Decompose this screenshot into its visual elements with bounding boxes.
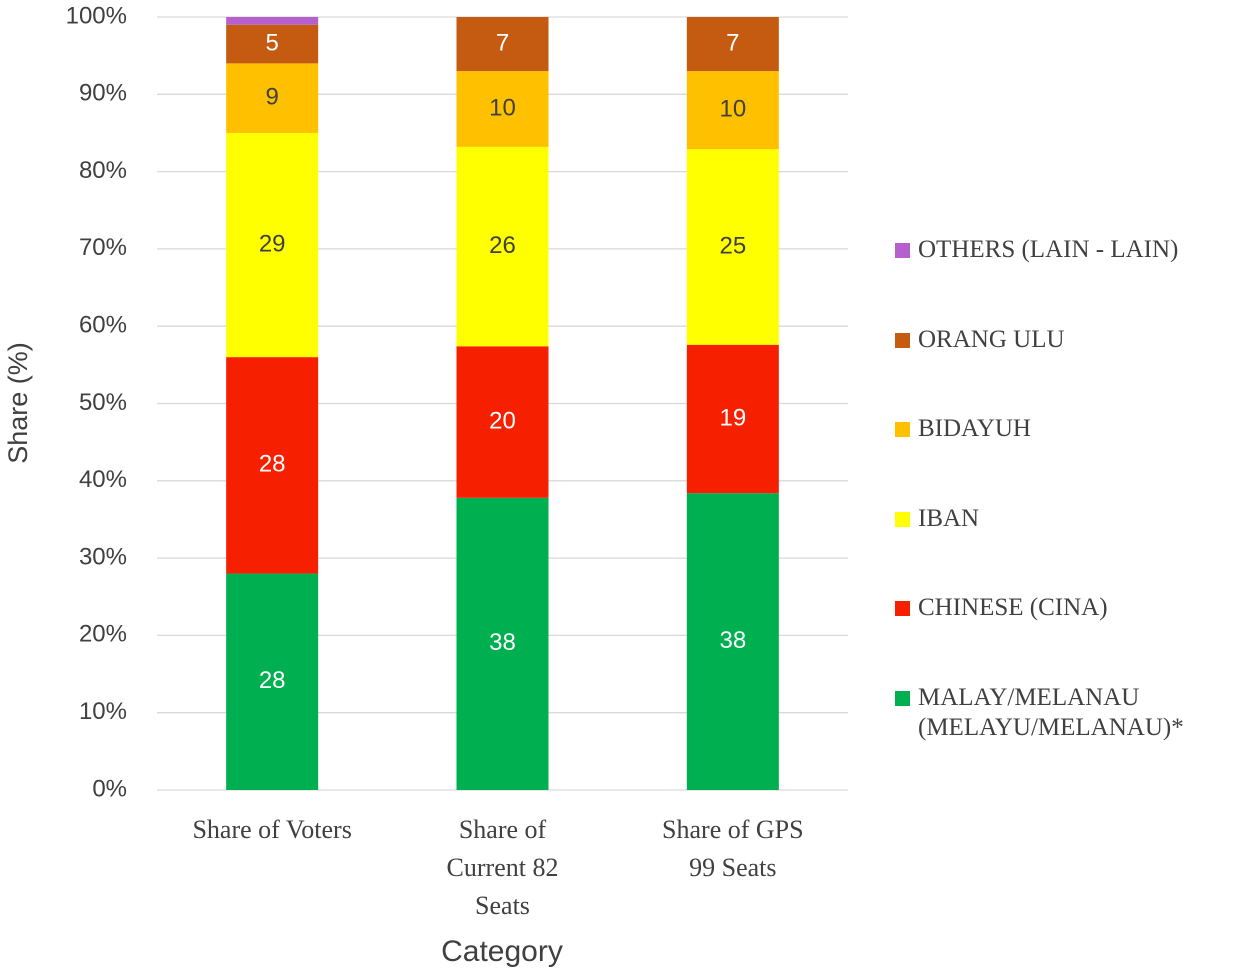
- y-tick-label: 0%: [92, 775, 127, 802]
- data-label: 29: [259, 230, 286, 257]
- x-tick-label: Share of Current 82 Seats: [446, 815, 559, 920]
- bar-segment: [456, 497, 549, 790]
- bar-segment: [226, 573, 319, 790]
- y-tick-label: 70%: [79, 234, 127, 261]
- bar-segment: [686, 149, 779, 345]
- bar-segment: [456, 346, 549, 498]
- legend-swatch: [895, 601, 910, 617]
- data-label: 28: [259, 451, 286, 478]
- bar-segment: [686, 17, 779, 72]
- bar-segment: [456, 71, 549, 147]
- data-label: 28: [259, 667, 286, 694]
- data-label: 25: [719, 232, 746, 259]
- y-tick-label: 90%: [79, 80, 127, 107]
- data-label: 9: [265, 84, 278, 111]
- bar-segment: [226, 63, 319, 133]
- x-axis-title: Category: [441, 935, 563, 968]
- bar-segment: [226, 357, 319, 574]
- x-tick-label: Share of Voters: [192, 815, 352, 844]
- y-tick-label: 80%: [79, 157, 127, 184]
- y-tick-label: 10%: [79, 698, 127, 725]
- y-tick-label: 20%: [79, 621, 127, 648]
- data-label: 19: [719, 404, 746, 431]
- y-tick-label: 30%: [79, 543, 127, 570]
- y-axis-title: Share (%): [3, 342, 33, 464]
- y-tick-label: 50%: [79, 389, 127, 416]
- bar-segment: [226, 17, 319, 25]
- bar-segment: [686, 344, 779, 494]
- legend-label: OTHERS (LAIN - LAIN): [918, 236, 1179, 263]
- bar-segment: [456, 17, 549, 72]
- data-label: 38: [489, 629, 516, 656]
- legend-label: CHINESE (CINA): [918, 594, 1108, 622]
- legend-label: BIDAYUH: [918, 415, 1031, 443]
- bar-segment: [226, 132, 319, 358]
- data-label: 10: [489, 94, 516, 121]
- legend-swatch: [895, 511, 910, 527]
- bar-segment: [686, 71, 779, 150]
- y-tick-label: 100%: [66, 2, 127, 29]
- legend-swatch: [895, 691, 910, 706]
- data-label: 20: [489, 407, 516, 434]
- legend-swatch: [895, 332, 910, 348]
- data-label: 26: [489, 232, 516, 259]
- y-tick-label: 60%: [79, 312, 127, 339]
- data-label: 38: [719, 627, 746, 654]
- legend-label: MALAY/MELANAU (MELAYU/MELANAU)*: [918, 684, 1184, 741]
- data-label: 5: [265, 29, 278, 56]
- legend-swatch: [895, 243, 910, 258]
- x-tick-label: Share of GPS 99 Seats: [662, 815, 804, 882]
- data-label: 10: [719, 95, 746, 122]
- legend-label: ORANG ULU: [918, 325, 1065, 353]
- y-tick-label: 40%: [79, 466, 127, 493]
- legend-swatch: [895, 422, 910, 438]
- bar-segment: [456, 146, 549, 347]
- data-label: 7: [726, 29, 739, 56]
- bar-segment: [686, 493, 779, 790]
- data-label: 7: [496, 29, 509, 56]
- legend-label: IBAN: [918, 504, 980, 532]
- bar-segment: [226, 24, 319, 64]
